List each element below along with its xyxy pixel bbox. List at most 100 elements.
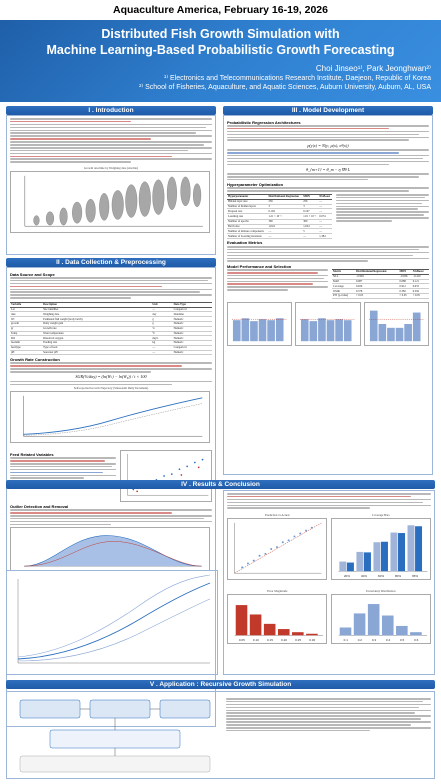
variables-table-cell: Water temperature bbox=[42, 331, 152, 337]
hyper-table-cell: — bbox=[318, 224, 333, 230]
variables-table-cell: g bbox=[151, 321, 173, 327]
section-data: Data Source and Scope Variable Descriptio… bbox=[6, 267, 216, 727]
growth-rate-paragraph bbox=[10, 362, 212, 373]
variables-table-cell: Numeric bbox=[172, 340, 212, 346]
uncertainty-chart-tick-label: 0.4 bbox=[385, 638, 390, 642]
variables-table-cell: date bbox=[10, 311, 43, 318]
metrics-table-cell: −0.410 bbox=[411, 274, 429, 280]
variables-table-cell: Wt bbox=[10, 316, 43, 322]
application-paragraph bbox=[226, 694, 431, 776]
hyper-table-cell: — bbox=[318, 228, 333, 235]
variables-table-cell: Numeric bbox=[172, 331, 212, 337]
hyper-table-row: Number of hidden layers 3 3— bbox=[227, 204, 333, 210]
variables-table-cell: Growth rate bbox=[42, 326, 152, 332]
variables-table-cell: Seawater pH bbox=[42, 350, 152, 356]
coverage-chart-tick-label: 40% bbox=[360, 574, 366, 578]
error-chart-tick-label: 0.25 bbox=[295, 638, 301, 642]
metrics-table-cell: 0.920 bbox=[354, 283, 399, 290]
hyper-table-cell: 0.197 bbox=[302, 208, 319, 215]
variables-table-cell: — bbox=[151, 345, 173, 351]
section-application bbox=[6, 691, 435, 779]
error-chart-tick-label: 0.10 bbox=[253, 638, 259, 642]
affiliation-1: ¹⁾ Electronics and Telecommunications Re… bbox=[164, 74, 431, 82]
variables-table-header-cell: Description bbox=[42, 301, 152, 308]
variables-table-cell: day bbox=[151, 311, 173, 318]
variables-table-cell: Numeric bbox=[172, 321, 212, 327]
section-results: Prediction vs Actual Coverage Bars 20% 40… bbox=[223, 490, 435, 675]
section-intro: Growth rate/time by Weighing date (site/… bbox=[6, 115, 216, 255]
variables-table-cell: feedamt bbox=[10, 340, 43, 346]
coverage-chart-bar bbox=[380, 541, 388, 572]
uncertainty-chart-bar bbox=[409, 632, 422, 636]
variables-table-cell: DO bbox=[10, 335, 43, 342]
coverage-chart-bar bbox=[397, 533, 405, 572]
predictions-title: Prediction vs Actual bbox=[265, 513, 290, 518]
variables-table-cell: gr bbox=[10, 326, 43, 332]
metrics-table-cell: 0.121 bbox=[411, 279, 429, 285]
variables-table-row: date Weighing date day Datetime bbox=[10, 311, 212, 318]
variables-table-cell: Estimated fish weight (body batch) bbox=[42, 316, 152, 322]
growth-trajectory-plot bbox=[10, 391, 210, 444]
variables-table-cell: Numeric bbox=[172, 350, 212, 356]
violin-plot bbox=[10, 170, 210, 233]
hyper-table-cell: Batch size bbox=[227, 224, 268, 230]
variables-table-cell: Temp bbox=[10, 331, 43, 337]
outlier-paragraph bbox=[10, 509, 212, 526]
variables-table-cell: growth bbox=[10, 321, 43, 327]
coverage-chart-bar bbox=[346, 562, 354, 572]
coverage-chart-tick-label: 95% bbox=[411, 574, 417, 578]
hyper-table-cell: — bbox=[302, 233, 319, 239]
hyper-table-cell: 300 bbox=[302, 219, 319, 225]
error-chart-tick-label: 0.15 bbox=[267, 638, 273, 642]
hyper-table-cell: 1.01 × 10⁻³ bbox=[302, 213, 319, 220]
results-map-figure bbox=[17, 574, 211, 664]
hyper-table-cell: Number of mixture components bbox=[227, 228, 268, 235]
results-left-figures bbox=[6, 570, 218, 675]
ngboost-paragraph bbox=[227, 173, 429, 181]
variables-table-cell: Daily weight gain bbox=[42, 321, 152, 327]
metrics-table-cell: 0.378 bbox=[354, 288, 399, 294]
error-chart-tick-label: 0.30 bbox=[309, 638, 315, 642]
uncertainty-chart-bar bbox=[381, 615, 394, 636]
hyper-table-cell: Number of epochs bbox=[227, 219, 268, 225]
metrics-table-row: MAE 0.087 0.088 0.121 bbox=[332, 279, 429, 285]
uncertainty-chart-tick-label: 0.1 bbox=[343, 638, 348, 642]
hyper-table-cell: 3 bbox=[302, 204, 319, 210]
metrics-table-cell: Coverage bbox=[332, 283, 355, 290]
variables-table-cell: — bbox=[151, 350, 173, 356]
variables-table-cell: pH bbox=[10, 350, 43, 356]
simulation-flow-diagram bbox=[19, 699, 211, 773]
uncertainty-chart-tick-label: 0.5 bbox=[399, 638, 404, 642]
growth-caption: Self-reported Growth Trajectory (Sinusoi… bbox=[73, 386, 149, 391]
uncertainty-chart-bar bbox=[353, 613, 365, 636]
mdn-paragraph bbox=[227, 149, 429, 166]
hyper-table-header-cell: Distributional Regression bbox=[267, 193, 303, 200]
variables-table-cell: Type of feed bbox=[42, 345, 152, 351]
author-names: Choi Jinseo¹⁾, Park Jeonghwan²⁾ bbox=[315, 64, 431, 73]
coverage-chart-bar bbox=[338, 561, 346, 572]
variables-table-cell: feedtype bbox=[10, 345, 43, 351]
variables-table-cell: Numeric bbox=[172, 335, 212, 342]
hyper-table-row: Number of boosting iterations — —1,384 bbox=[227, 233, 333, 239]
ngboost-equation: θ_{m+1} = θ_m − η ∇θ L bbox=[306, 166, 350, 172]
variables-table-row: Temp Water temperature °C Numeric bbox=[10, 331, 212, 337]
hyper-table-cell: Number of boosting iterations bbox=[227, 233, 268, 239]
hyper-table-row: Learning rate 1.21 × 10⁻³ 1.01 × 10⁻³ 0.074 bbox=[227, 213, 333, 220]
hyper-table-row: Number of mixture components —5— bbox=[227, 228, 333, 235]
variables-table-cell: Dissolved oxygen bbox=[42, 335, 152, 342]
variables-table-cell: g bbox=[151, 316, 173, 322]
poster-title-line2: Machine Learning-Based Probabilistic Gro… bbox=[46, 43, 395, 57]
metrics-table-row: PIT (p-value) > 0.05 > 0.05 < 0.05 bbox=[332, 293, 429, 299]
hyper-table-cell: — bbox=[318, 208, 333, 215]
variables-table-row: pH Seawater pH — Numeric bbox=[10, 350, 212, 356]
hyper-table-header-cell: NGBoost bbox=[318, 193, 333, 200]
variables-table-row: DO Dissolved oxygen mg/L Numeric bbox=[10, 335, 212, 342]
variables-table-row: growth Daily weight gain g Numeric bbox=[10, 321, 212, 327]
variables-table-row: Lot Site identifier — Categorical bbox=[10, 307, 212, 313]
pit-histogram-2 bbox=[295, 301, 361, 346]
section-data-header: II . Data Collection & Preprocessing bbox=[6, 258, 216, 267]
coverage-chart-bar bbox=[407, 525, 414, 572]
feed-vars-heading: Feed Related Variables bbox=[10, 451, 54, 457]
metrics-table-cell: 0.592 bbox=[411, 288, 429, 294]
error-chart-bar bbox=[277, 629, 290, 636]
